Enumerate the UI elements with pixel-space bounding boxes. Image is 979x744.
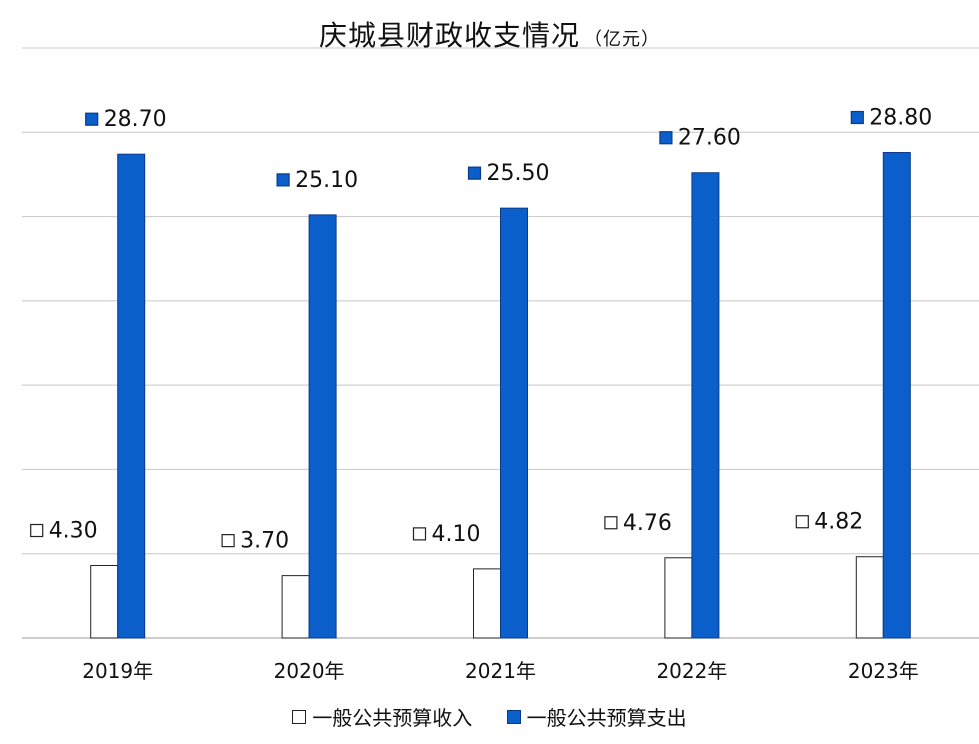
bar-expenditure — [500, 207, 528, 639]
x-tick-label: 2021年 — [465, 659, 536, 683]
legend-swatch-revenue — [292, 709, 307, 724]
data-label-key-revenue — [221, 534, 235, 548]
data-label-expenditure: 28.70 — [104, 107, 167, 132]
data-label-expenditure: 25.10 — [295, 168, 358, 193]
legend-label-expenditure: 一般公共预算支出 — [526, 706, 687, 730]
x-tick-label: 2020年 — [274, 659, 345, 683]
bar-revenue — [281, 575, 310, 639]
legend-swatch-expenditure — [506, 709, 521, 724]
bar-revenue — [855, 556, 884, 639]
data-label-key-revenue — [412, 527, 427, 541]
legend: 一般公共预算收入 一般公共预算支出 — [0, 702, 979, 731]
bar-revenue — [664, 557, 693, 639]
bar-revenue — [473, 568, 501, 639]
data-label-revenue: 4.82 — [814, 510, 863, 535]
data-label-revenue: 4.76 — [623, 511, 672, 536]
data-label-key-expenditure — [85, 112, 99, 126]
data-label-revenue: 3.70 — [240, 529, 289, 554]
data-label-key-revenue — [30, 523, 44, 538]
data-label-expenditure: 27.60 — [678, 126, 741, 151]
legend-item-revenue: 一般公共预算收入 — [292, 702, 472, 731]
legend-item-expenditure: 一般公共预算支出 — [506, 702, 687, 731]
chart-unit: （亿元） — [584, 29, 660, 50]
bar-expenditure — [117, 153, 146, 639]
x-tick-label: 2023年 — [848, 659, 919, 683]
bar-expenditure — [308, 214, 337, 639]
x-tick-label: 2022年 — [656, 659, 727, 683]
data-label-revenue: 4.30 — [49, 519, 98, 544]
chart-title-text: 庆城县财政收支情况 — [318, 19, 580, 52]
chart-plot: 2019年 4.30 28.70 2020年 3.70 25.10 2021年 4.10 25.… — [22, 47, 979, 683]
data-label-key-expenditure — [659, 131, 673, 145]
bar-expenditure — [691, 172, 720, 639]
data-label-expenditure: 28.80 — [869, 106, 932, 131]
bar-revenue — [90, 565, 119, 639]
x-tick-label: 2019年 — [82, 659, 153, 683]
chart-title: 庆城县财政收支情况 （亿元） — [0, 14, 979, 54]
data-label-key-expenditure — [276, 173, 290, 187]
bar-expenditure — [882, 152, 911, 639]
legend-label-revenue: 一般公共预算收入 — [312, 706, 473, 730]
data-label-key-expenditure — [850, 110, 864, 125]
data-label-revenue: 4.10 — [432, 522, 481, 547]
data-label-key-revenue — [604, 516, 618, 530]
data-label-expenditure: 25.50 — [487, 161, 550, 186]
data-label-key-revenue — [795, 515, 809, 529]
data-label-key-expenditure — [467, 166, 482, 180]
